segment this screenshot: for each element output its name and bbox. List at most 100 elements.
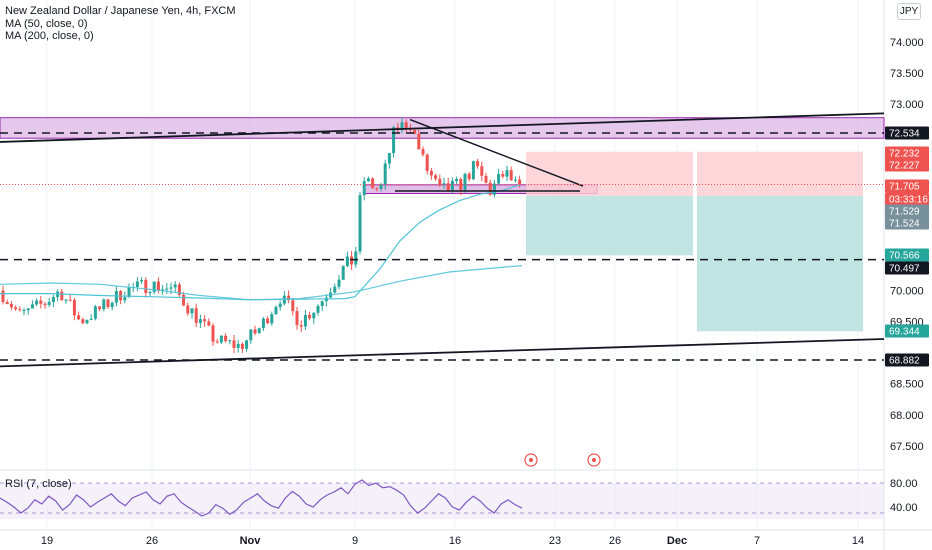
candle-body: [156, 281, 160, 291]
price-tag-label: 71.529: [889, 207, 920, 218]
candle-body: [68, 299, 72, 301]
candle-body: [438, 178, 442, 185]
stop-loss-area: [526, 151, 693, 196]
price-tag: [885, 324, 929, 338]
candle-body: [177, 284, 181, 295]
drawings-layer: [0, 112, 885, 467]
currency-badge[interactable]: JPY: [897, 3, 921, 20]
candle-body: [186, 305, 190, 314]
candle-body: [299, 325, 303, 327]
candle-body: [278, 303, 282, 308]
candle-body: [429, 170, 433, 176]
time-tick-label: 26: [609, 535, 621, 547]
price-tag-label: 03:33:16: [889, 195, 928, 206]
candle-body: [513, 179, 517, 181]
candle-body: [215, 341, 219, 343]
candle-body: [455, 178, 459, 182]
candle-body: [375, 188, 379, 190]
candle-body: [488, 182, 492, 195]
candle-body: [274, 307, 278, 315]
candle-body: [446, 183, 450, 191]
ma200-legend: MA (200, close, 0): [5, 30, 94, 42]
candle-body: [371, 178, 375, 189]
candle-body: [169, 287, 173, 289]
price-tick-label: 73.000: [890, 99, 924, 111]
ma-layer: [0, 184, 523, 301]
candle-body: [387, 153, 391, 164]
candle-body: [509, 170, 513, 181]
candle-body: [303, 314, 307, 327]
rsi-pane: 80.00 40.00: [0, 478, 918, 519]
candle-body: [140, 280, 144, 282]
candle-body: [484, 175, 488, 183]
time-axis: 19 26 Nov 9 16 23 26 Dec 7 14: [41, 535, 864, 547]
candle-body: [257, 328, 261, 334]
time-tick-label: Nov: [240, 535, 262, 547]
candle-body: [480, 166, 484, 176]
candle-body: [224, 335, 228, 341]
price-tag: [885, 126, 929, 140]
price-tag: [885, 216, 929, 230]
candle-body: [471, 161, 475, 180]
candle-body: [497, 174, 501, 184]
candle-body: [72, 300, 76, 316]
candle-body: [350, 256, 354, 265]
ma50-legend: MA (50, close, 0): [5, 18, 88, 30]
stop-loss-area: [697, 151, 863, 196]
candle-body: [501, 174, 505, 177]
economic-event-dot: [529, 458, 533, 462]
candle-body: [106, 299, 110, 308]
candle-body: [35, 300, 39, 305]
candle-body: [379, 184, 383, 189]
ma50-line: [0, 184, 521, 301]
price-tag: [885, 146, 929, 160]
candle-body: [358, 195, 362, 252]
candle-body: [173, 284, 177, 288]
time-tick-label: 23: [549, 535, 561, 547]
price-tag-label: 69.344: [889, 327, 920, 338]
candle-body: [198, 319, 202, 323]
price-tag: [885, 204, 929, 218]
candle-body: [203, 319, 207, 322]
candle-body: [144, 280, 148, 293]
candle-body: [43, 303, 47, 305]
candle-body: [308, 314, 312, 319]
candle-body: [51, 297, 55, 303]
candle-body: [240, 343, 244, 349]
candle-body: [148, 292, 152, 294]
candle-body: [362, 181, 366, 196]
candle-body: [366, 178, 370, 182]
candle-body: [404, 122, 408, 129]
price-tag-label: 71.524: [889, 219, 920, 230]
price-tag: [885, 353, 929, 367]
candle-body: [287, 295, 291, 301]
candle-body: [467, 173, 471, 180]
lower-channel-line: [0, 338, 885, 368]
rsi-line: [0, 479, 523, 517]
candle-body: [18, 309, 22, 311]
time-tick-label: 9: [352, 535, 358, 547]
candle-body: [135, 281, 139, 288]
price-tick-label: 67.500: [890, 441, 924, 453]
price-tag: [885, 192, 929, 206]
candle-body: [249, 329, 253, 341]
candle-body: [459, 178, 463, 190]
candle-body: [312, 312, 316, 319]
price-tick-label: 70.000: [890, 286, 924, 298]
candle-body: [476, 161, 480, 167]
price-tag-label: 68.882: [889, 356, 920, 367]
candle-body: [518, 179, 522, 185]
candle-body: [266, 318, 270, 324]
candle-body: [9, 303, 13, 308]
candle-body: [434, 175, 438, 179]
price-tag: [885, 248, 929, 262]
candle-body: [417, 133, 421, 150]
candle-body: [236, 343, 240, 348]
time-tick-label: 26: [146, 535, 158, 547]
zones-layer: [0, 117, 885, 332]
candles-layer: [1, 117, 522, 354]
candle-body: [5, 302, 9, 304]
candle-body: [211, 325, 215, 342]
candle-body: [492, 183, 496, 195]
